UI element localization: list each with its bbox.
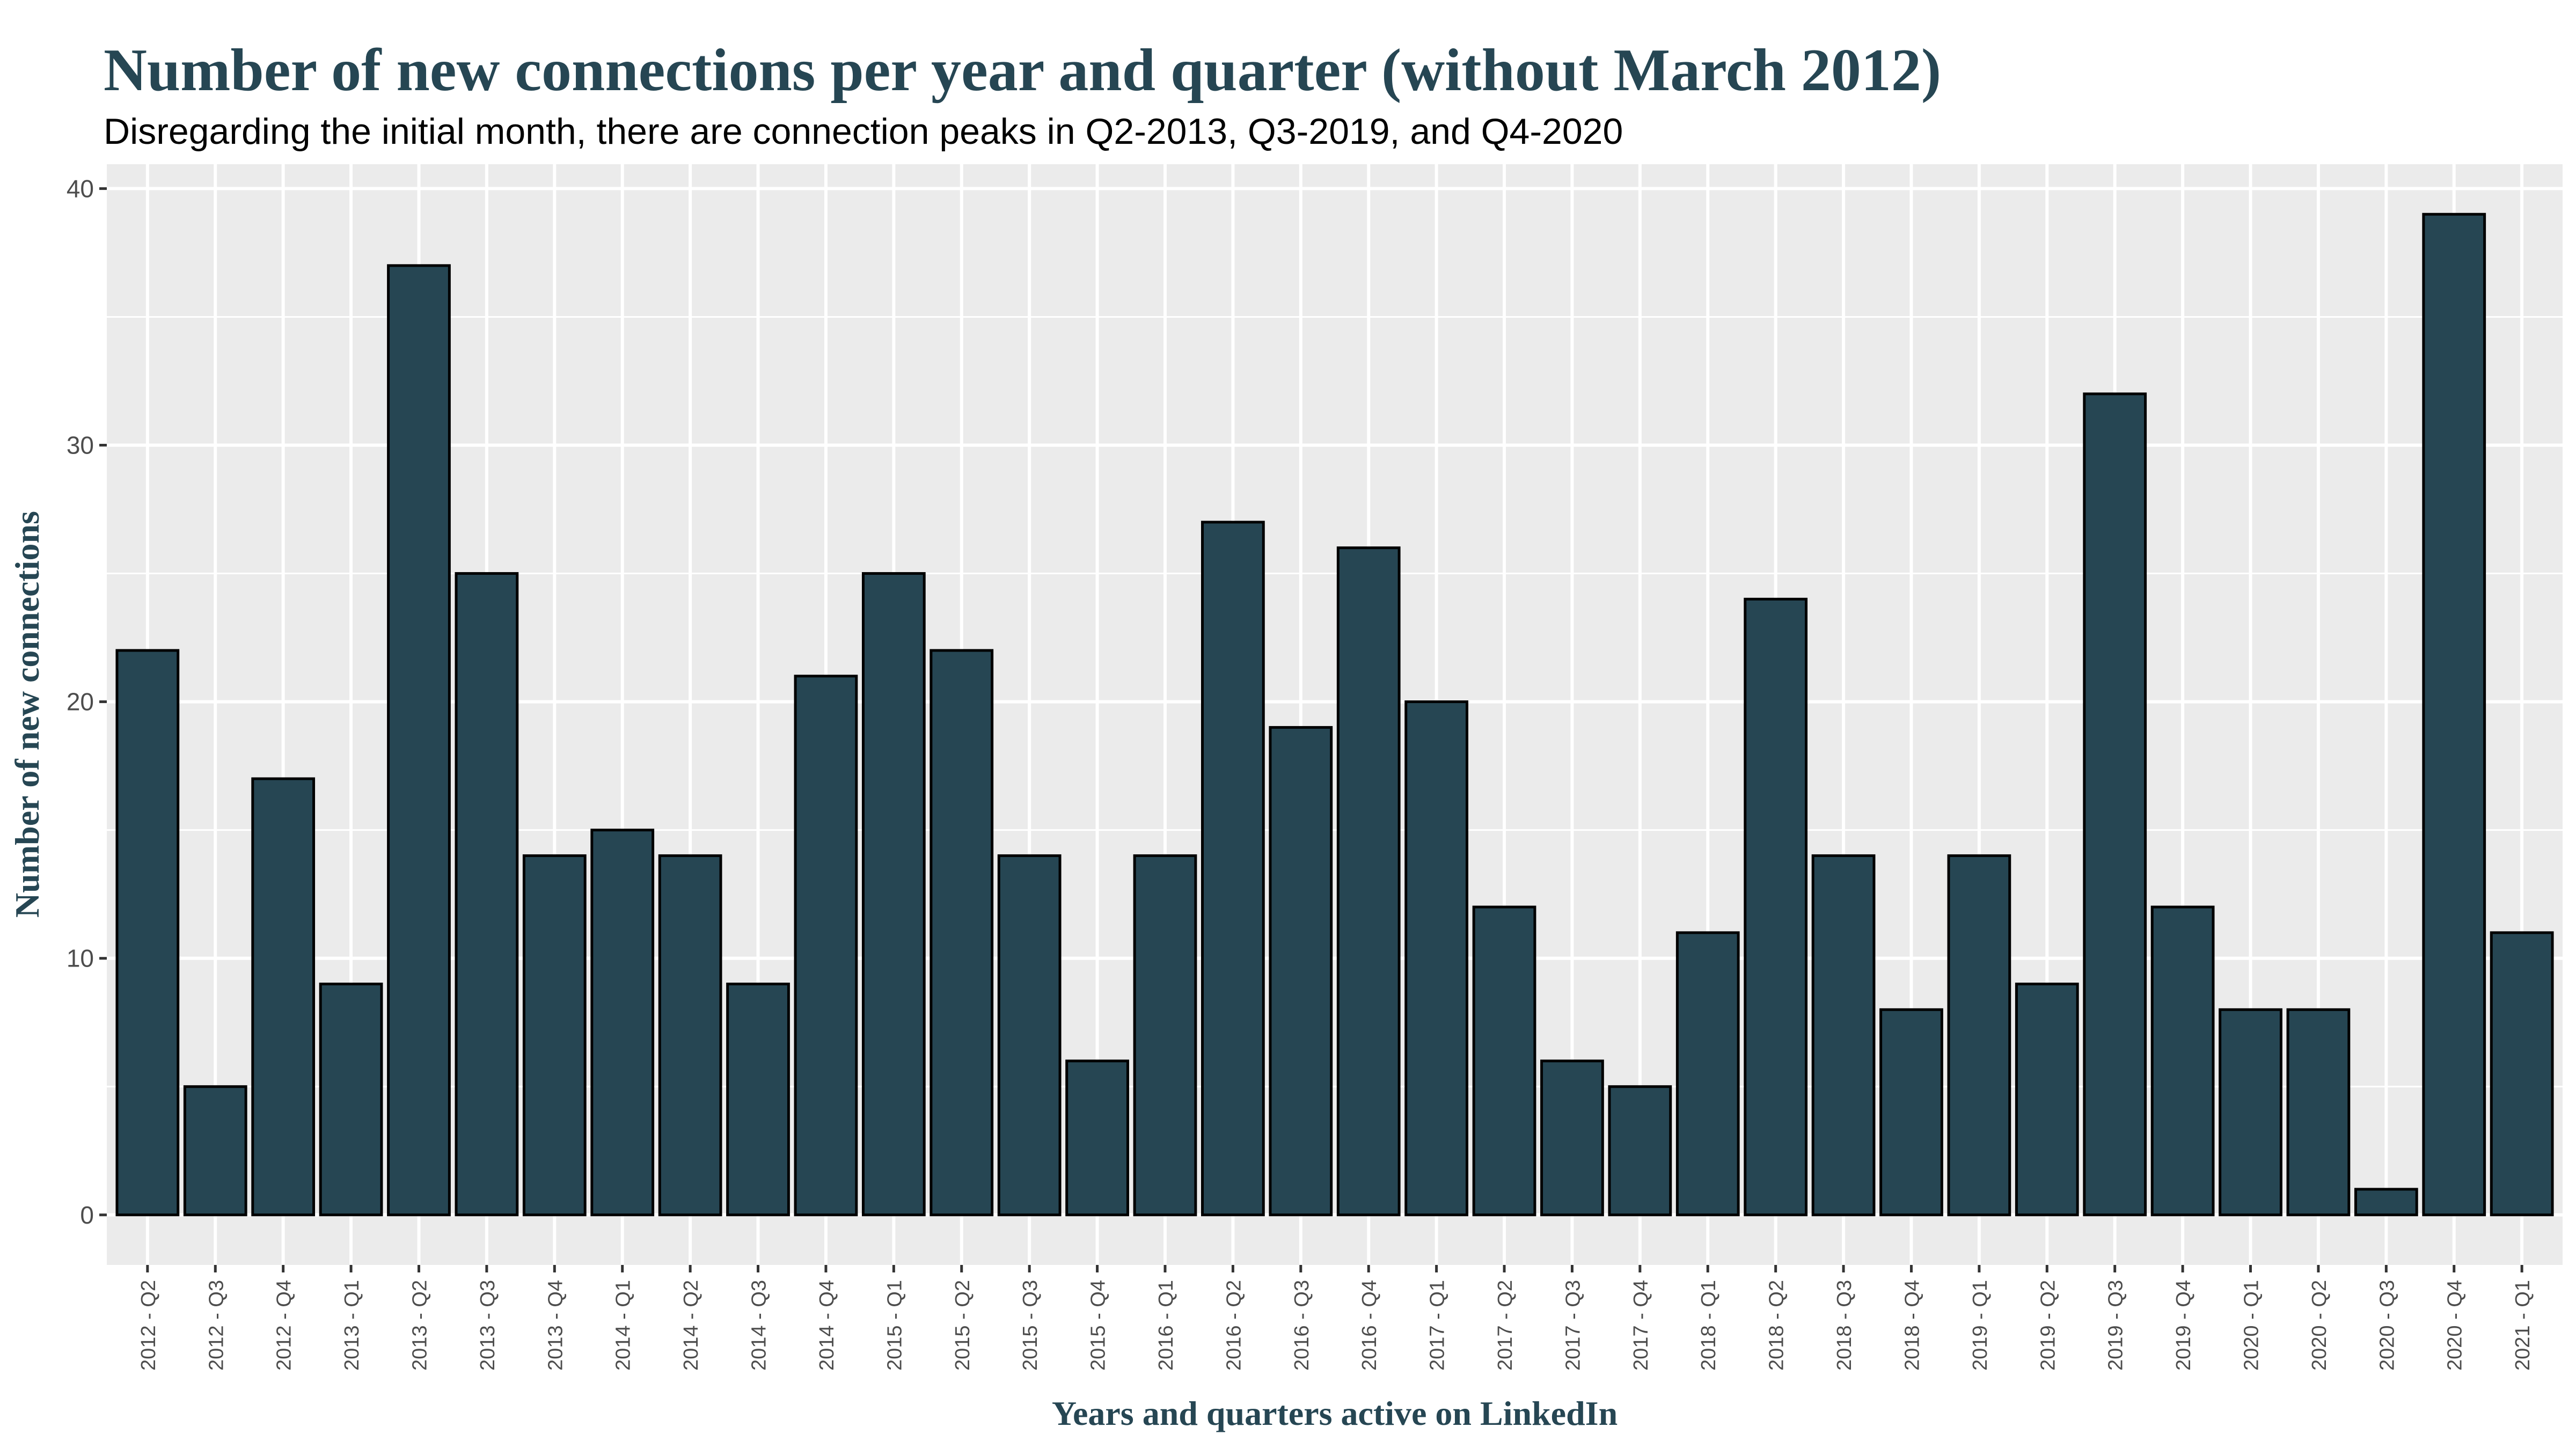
x-tick-label: 2013 - Q4	[544, 1280, 567, 1371]
bar-2016-Q2	[1201, 521, 1265, 1217]
x-tick-label: 2019 - Q1	[1969, 1280, 1992, 1371]
bar-2013-Q3	[455, 572, 519, 1217]
bar-2016-Q3	[1269, 726, 1333, 1217]
x-tick-label: 2017 - Q4	[1630, 1280, 1652, 1371]
y-axis-title: Number of new connections	[8, 511, 46, 918]
bar-2021-Q1	[2490, 931, 2554, 1217]
x-tick-label: 2016 - Q3	[1291, 1280, 1313, 1371]
x-tick-label: 2016 - Q2	[1223, 1280, 1245, 1371]
x-tick-label: 2012 - Q4	[273, 1280, 296, 1371]
x-tick-label: 2015 - Q2	[952, 1280, 974, 1371]
x-tick-label: 2019 - Q3	[2105, 1280, 2127, 1371]
x-tick-label: 2012 - Q3	[205, 1280, 228, 1371]
bar-2017-Q3	[1540, 1059, 1604, 1217]
bar-2013-Q4	[522, 854, 587, 1217]
bar-2013-Q1	[319, 982, 383, 1217]
x-tick-label: 2016 - Q4	[1358, 1280, 1381, 1371]
x-tick-label: 2017 - Q1	[1426, 1280, 1449, 1371]
bar-2019-Q4	[2150, 905, 2215, 1217]
y-tick-label: 30	[67, 431, 94, 459]
x-axis-ticks: 2012 - Q2 2012 - Q3 2012 - Q4 2013 - Q1 2013…	[137, 1265, 2534, 1371]
x-tick-label: 2014 - Q3	[748, 1280, 771, 1371]
bar-2018-Q3	[1811, 854, 1876, 1217]
x-tick-label: 2017 - Q3	[1562, 1280, 1584, 1371]
x-tick-label: 2018 - Q1	[1697, 1280, 1720, 1371]
x-axis-title: Years and quarters active on LinkedIn	[1052, 1394, 1618, 1432]
y-tick-label: 0	[80, 1201, 94, 1229]
chart-title: Number of new connections per year and q…	[104, 37, 1941, 104]
x-tick-label: 2019 - Q2	[2037, 1280, 2059, 1371]
bar-2014-Q4	[794, 675, 858, 1217]
bar-2014-Q2	[658, 854, 722, 1217]
bar-2016-Q1	[1133, 854, 1197, 1217]
x-tick-label: 2021 - Q1	[2512, 1280, 2534, 1371]
x-tick-label: 2017 - Q2	[1494, 1280, 1517, 1371]
x-tick-label: 2012 - Q2	[137, 1280, 160, 1371]
bar-2015-Q3	[997, 854, 1062, 1217]
bar-2015-Q2	[930, 649, 994, 1217]
bar-2013-Q2	[387, 264, 451, 1217]
x-tick-label: 2018 - Q4	[1901, 1280, 1923, 1371]
bar-2012-Q2	[115, 649, 180, 1217]
bar-2016-Q4	[1336, 546, 1401, 1217]
x-tick-label: 2015 - Q4	[1087, 1280, 1110, 1371]
bar-2014-Q3	[726, 982, 790, 1217]
bar-2012-Q3	[183, 1085, 247, 1217]
x-tick-label: 2019 - Q4	[2172, 1280, 2195, 1371]
x-tick-label: 2014 - Q1	[612, 1280, 635, 1371]
x-tick-label: 2015 - Q3	[1019, 1280, 1042, 1371]
x-tick-label: 2020 - Q4	[2444, 1280, 2467, 1371]
x-tick-label: 2013 - Q1	[341, 1280, 363, 1371]
bar-2015-Q1	[861, 572, 926, 1217]
bar-2019-Q2	[2015, 982, 2079, 1217]
bar-2017-Q2	[1472, 905, 1536, 1217]
bar-2020-Q4	[2422, 213, 2486, 1217]
y-tick-label: 40	[67, 174, 94, 202]
x-tick-label: 2013 - Q3	[477, 1280, 499, 1371]
bar-2019-Q3	[2083, 392, 2147, 1217]
bar-2017-Q1	[1404, 700, 1468, 1217]
bar-2015-Q4	[1065, 1059, 1129, 1217]
bar-2020-Q1	[2219, 1008, 2282, 1217]
x-tick-label: 2018 - Q3	[1833, 1280, 1856, 1371]
bars	[115, 213, 2554, 1217]
bar-2019-Q1	[1947, 854, 2011, 1217]
bar-2012-Q4	[251, 777, 316, 1217]
x-tick-label: 2014 - Q2	[680, 1280, 702, 1371]
bar-2020-Q3	[2354, 1188, 2418, 1217]
x-tick-label: 2020 - Q2	[2308, 1280, 2331, 1371]
x-tick-label: 2015 - Q1	[883, 1280, 906, 1371]
bar-2014-Q1	[590, 829, 655, 1217]
bar-2018-Q4	[1879, 1008, 1943, 1217]
bar-2017-Q4	[1608, 1085, 1672, 1217]
x-tick-label: 2013 - Q2	[408, 1280, 431, 1371]
y-axis-ticks: 0 10 20 30 40	[67, 174, 107, 1229]
y-tick-label: 10	[67, 945, 94, 972]
x-tick-label: 2018 - Q2	[1766, 1280, 1788, 1371]
chart-subtitle: Disregarding the initial month, there ar…	[104, 111, 1623, 152]
bar-2018-Q2	[1744, 597, 1808, 1217]
x-tick-label: 2020 - Q1	[2241, 1280, 2263, 1371]
bar-2018-Q1	[1675, 931, 1740, 1217]
bar-2020-Q2	[2286, 1008, 2351, 1217]
x-tick-label: 2020 - Q3	[2376, 1280, 2398, 1371]
x-tick-label: 2016 - Q1	[1155, 1280, 1177, 1371]
y-tick-label: 20	[67, 688, 94, 716]
x-tick-label: 2014 - Q4	[816, 1280, 838, 1371]
